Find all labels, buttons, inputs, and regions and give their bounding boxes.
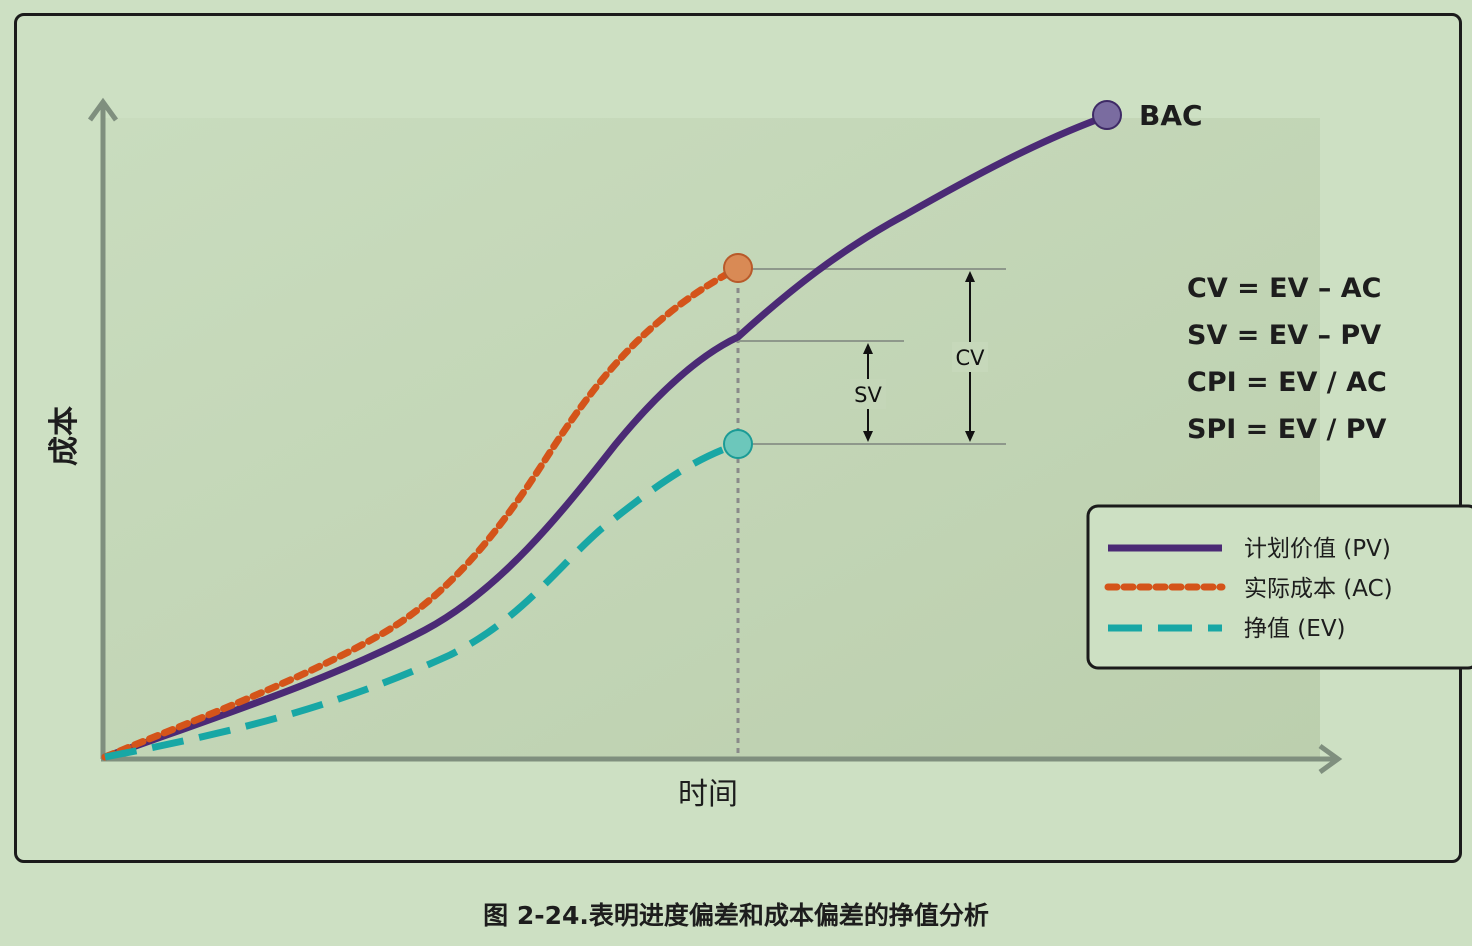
cv-label: CV — [955, 346, 985, 370]
axes — [87, 97, 1343, 775]
x-axis-label: 时间 — [678, 777, 738, 812]
cv-arrow-head-bottom — [965, 431, 975, 442]
reference-lines — [738, 268, 1006, 445]
sv-label-bg — [850, 379, 886, 409]
figure-caption: 图 2-24.表明进度偏差和成本偏差的挣值分析 — [483, 901, 989, 930]
formula-cv: CV = EV – AC — [1187, 273, 1381, 304]
y-axis-label: 成本 — [47, 406, 82, 466]
legend-pv-label: 计划价值 (PV) — [1244, 536, 1391, 562]
cv-label-bg — [952, 342, 988, 372]
x-axis-arrow — [1318, 743, 1343, 775]
ev-marker — [723, 429, 753, 459]
sv-dimension: SV — [850, 343, 886, 442]
formula-spi: SPI = EV / PV — [1187, 414, 1386, 445]
legend: 计划价值 (PV) 实际成本 (AC) 挣值 (EV) — [1086, 504, 1472, 670]
sv-arrow-head-top — [863, 343, 873, 354]
cv-arrow-head-top — [965, 271, 975, 282]
y-axis-arrow — [87, 97, 119, 122]
legend-ac-label: 实际成本 (AC) — [1244, 576, 1393, 602]
formula-sv: SV = EV – PV — [1187, 320, 1381, 351]
formulas: CV = EV – AC SV = EV – PV CPI = EV / AC … — [1187, 273, 1387, 445]
cv-dimension: CV — [952, 271, 988, 442]
ac-curve — [101, 264, 742, 761]
pv-curve — [101, 112, 1111, 761]
bac-marker — [1092, 100, 1122, 130]
legend-ev-label: 挣值 (EV) — [1244, 616, 1346, 642]
ev-curve — [104, 440, 740, 761]
sv-label: SV — [854, 383, 882, 407]
formula-cpi: CPI = EV / AC — [1187, 367, 1387, 398]
bac-label: BAC — [1139, 99, 1203, 132]
ac-marker — [723, 253, 753, 283]
sv-arrow-head-bottom — [863, 431, 873, 442]
